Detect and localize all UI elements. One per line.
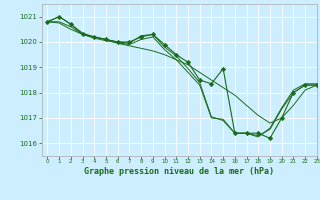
X-axis label: Graphe pression niveau de la mer (hPa): Graphe pression niveau de la mer (hPa) — [84, 167, 274, 176]
